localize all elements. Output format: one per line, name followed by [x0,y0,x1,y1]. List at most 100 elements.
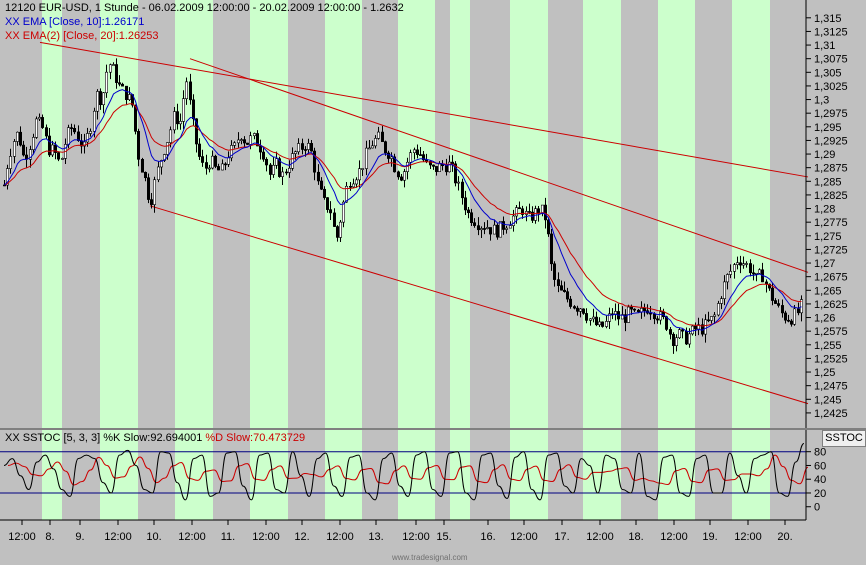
price-tick-label: 1,2925 [814,135,848,147]
candle-body [306,143,310,150]
candle-body [504,227,508,230]
candle-body [668,329,672,335]
ema10-legend[interactable]: XX EMA [Close, 10]:1.26171 [5,16,145,28]
candle-body [128,94,132,100]
candle-body [703,319,707,335]
candle-body [335,226,339,238]
stoc-tick-label: 0 [814,502,820,514]
candle-body [221,163,225,171]
price-tick-label: 1,265 [814,285,842,297]
candle-body [47,135,51,156]
candle-body [472,222,476,226]
credit-text: www.tradesignal.com [392,553,468,562]
candle-body [253,133,257,137]
candle-body [227,157,231,165]
candle-body [233,142,237,146]
candle-body [274,158,278,166]
time-tick-label: 12:00 [104,531,132,543]
candle-body [415,149,419,155]
trend-line [39,41,809,178]
candle-body [189,81,193,101]
ema20-legend[interactable]: XX EMA(2) [Close, 20]:1.26253 [5,30,159,42]
candle-body [632,308,636,311]
candle-body [453,163,457,184]
time-tick-label: 12:00 [734,531,762,543]
candle-body [6,168,10,186]
time-tick-label: 12:00 [8,531,36,543]
candle-body [463,197,467,211]
candle-body [160,160,164,168]
candle-body [639,307,643,313]
candle-body [565,291,569,300]
candle-body [389,156,393,159]
candle-body [44,127,48,137]
stoc-axis-badge[interactable]: SSTOC [822,430,866,447]
candle-body [34,118,38,138]
candle-body [402,171,406,181]
session-band [100,0,138,428]
candle-body [748,263,752,274]
candle-body [591,316,595,320]
candle-body [300,143,304,150]
candle-body [568,298,572,307]
time-tick-label: 12:00 [660,531,688,543]
price-tick-label: 1,25 [814,367,835,379]
candle-body [246,142,250,145]
candle-body [332,212,336,227]
candle-body [271,164,275,175]
candle-body [198,143,202,157]
candle-body [182,98,186,122]
candle-body [578,308,582,312]
candle-body [792,308,796,325]
candle-body [364,147,368,169]
candle-body [258,145,262,153]
price-tick-label: 1,3125 [814,26,848,38]
candle-body [176,111,180,125]
candle-body [195,118,199,145]
candle-body [360,168,364,170]
candle-body [597,321,601,326]
price-tick-label: 1,2475 [814,381,848,393]
candle-body [607,313,611,322]
candle-body [508,225,512,229]
stoc-tick-label: 60 [814,460,826,472]
candle-body [725,274,729,283]
candle-body [13,141,17,157]
candle-body [287,168,291,173]
candle-body [744,263,748,265]
time-tick-label: 20. [777,531,792,543]
candle-body [738,262,742,266]
candle-body [264,158,268,166]
candle-body [348,185,352,188]
candle-body [581,308,585,314]
session-band [42,0,62,428]
candle-body [492,224,496,235]
session-band [450,0,470,428]
candle-body [690,325,694,335]
candle-body [396,171,400,178]
candle-body [405,161,409,172]
time-tick-label: 19. [702,531,717,543]
price-tick-label: 1,29 [814,149,835,161]
candle-body [434,166,438,172]
candle-body [147,177,151,200]
candle-body [562,289,566,292]
candle-body [157,166,161,181]
candle-body [268,164,272,175]
candle-body [370,145,374,149]
candle-body [642,307,646,311]
candle-body [290,153,294,169]
candle-body [693,325,697,330]
ema10-label: EMA [Close, 10]:1.26171 [22,16,145,28]
candle-body [322,188,326,198]
candle-body [9,156,13,169]
stoc-legend[interactable]: XX SSTOC [5, 3, 3] %K Slow:92.694001 %D … [5,432,306,444]
candle-body [520,208,524,215]
stoc-tick-label: 80 [814,447,826,459]
candle-body [424,159,428,162]
candle-body [105,71,109,94]
candle-body [789,320,793,325]
candle-body [77,131,81,142]
price-tick-label: 1,2625 [814,299,848,311]
session-band [732,0,770,428]
